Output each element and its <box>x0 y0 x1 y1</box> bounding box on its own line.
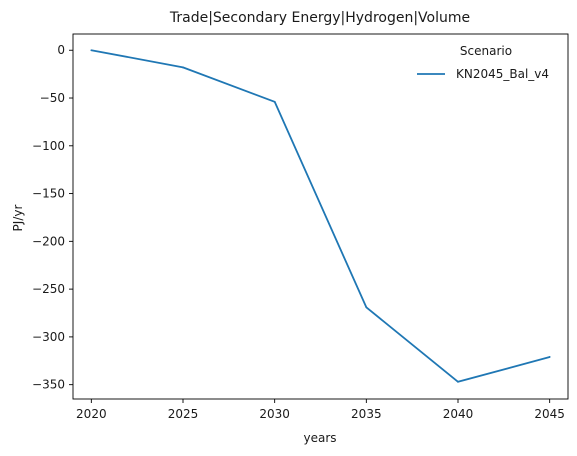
series-line-1 <box>91 49 550 383</box>
legend: Scenario KN2045_Bal_v4 <box>417 44 549 81</box>
plot-frame <box>72 33 569 400</box>
x-axis: 2020 2025 2030 2035 2040 2045 <box>76 399 565 421</box>
plot-area <box>72 33 569 400</box>
data-point <box>457 380 459 383</box>
x-axis-label: years <box>303 431 336 445</box>
y-axis: 0 −50 −100 −150 −200 −250 −300 −350 <box>32 43 73 392</box>
y-tick-label: −50 <box>40 91 65 105</box>
y-tick-label: −250 <box>32 282 65 296</box>
data-point <box>365 306 368 309</box>
data-point <box>273 100 276 103</box>
legend-title: Scenario <box>460 44 512 58</box>
y-tick-label: −300 <box>32 330 65 344</box>
x-tick-label: 2040 <box>443 407 474 421</box>
y-tick-label: 0 <box>57 43 65 57</box>
x-tick-label: 2020 <box>76 407 107 421</box>
data-point <box>548 356 551 358</box>
chart-title: Trade|Secondary Energy|Hydrogen|Volume <box>169 10 470 26</box>
series-layer <box>90 49 551 383</box>
y-axis-label: PJ/yr <box>11 205 25 232</box>
legend-label: KN2045_Bal_v4 <box>456 67 549 81</box>
y-tick-label: −150 <box>32 187 65 201</box>
data-point <box>182 66 184 69</box>
y-tick-label: −200 <box>32 234 65 248</box>
x-tick-label: 2030 <box>259 407 290 421</box>
x-tick-label: 2045 <box>534 407 565 421</box>
x-tick-label: 2025 <box>168 407 199 421</box>
y-tick-label: −350 <box>32 378 65 392</box>
data-point <box>90 49 93 52</box>
y-tick-label: −100 <box>32 139 65 153</box>
x-tick-label: 2035 <box>351 407 382 421</box>
